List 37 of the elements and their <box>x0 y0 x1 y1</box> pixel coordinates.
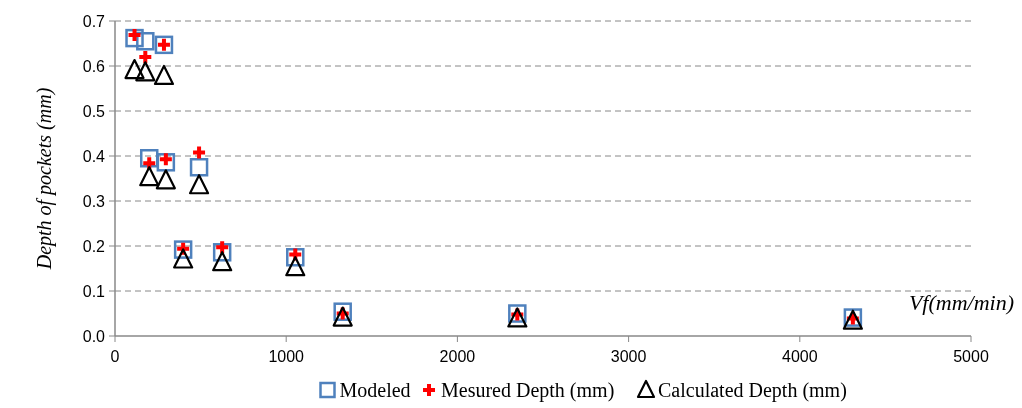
legend-label: Calculated Depth (mm) <box>658 379 847 402</box>
point <box>153 64 175 85</box>
point <box>507 307 528 328</box>
x-axis-title: Vf(mm/min) <box>908 290 1014 315</box>
y-tick-label: 0.5 <box>82 102 106 120</box>
x-tick-label: 0 <box>110 348 120 365</box>
y-tick-label: 0.6 <box>82 57 106 75</box>
x-tick-label: 2000 <box>439 348 476 365</box>
point <box>137 49 154 65</box>
point <box>173 248 194 269</box>
point <box>155 169 176 190</box>
point <box>285 256 306 277</box>
point <box>332 306 353 327</box>
point <box>188 174 210 195</box>
point <box>135 61 156 82</box>
point <box>124 58 145 80</box>
point <box>139 166 160 187</box>
y-tick-label: 0.1 <box>82 282 106 300</box>
y-axis-title: Depth of pockets (mm) <box>33 87 56 271</box>
y-tick-label: 0.2 <box>82 237 106 255</box>
point <box>125 28 144 48</box>
x-tick-label: 1000 <box>268 348 305 365</box>
legend-label: Modeled <box>339 379 411 401</box>
x-tick-label: 3000 <box>610 348 647 365</box>
point <box>189 158 209 177</box>
point <box>191 144 208 161</box>
x-tick-label: 4000 <box>782 348 818 365</box>
y-tick-label: 0.4 <box>82 147 106 165</box>
legend-label: Mesured Depth (mm) <box>441 379 615 402</box>
point <box>139 149 159 168</box>
y-tick-label: 0.7 <box>82 12 106 30</box>
point <box>212 251 233 272</box>
x-tick-label: 5000 <box>953 348 989 365</box>
y-tick-label: 0.0 <box>82 327 106 345</box>
y-tick-label: 0.3 <box>82 192 106 210</box>
point <box>214 239 231 256</box>
point <box>157 151 174 168</box>
